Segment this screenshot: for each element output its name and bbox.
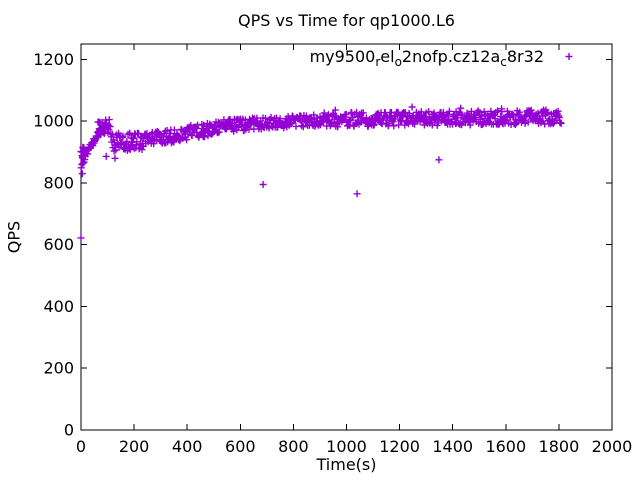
x-tick-label: 1600 bbox=[485, 437, 526, 456]
legend-label-subscript: r bbox=[375, 55, 381, 69]
legend-series-label: my9500relo2nofp.cz12ac8r32 bbox=[309, 47, 544, 69]
legend-label-subscript: c bbox=[500, 55, 507, 69]
x-tick-label: 1000 bbox=[326, 437, 367, 456]
y-tick-label: 800 bbox=[43, 173, 74, 192]
legend-label-text: my9500 bbox=[309, 47, 376, 66]
y-tick-label: 400 bbox=[43, 297, 74, 316]
y-tick-label: 1200 bbox=[33, 50, 74, 69]
scatter-points bbox=[77, 103, 565, 242]
x-tick-label: 800 bbox=[278, 437, 309, 456]
plot-border bbox=[80, 43, 613, 431]
legend-label-text: 2nofp.cz12a bbox=[401, 47, 501, 66]
y-axis-label: QPS bbox=[4, 220, 24, 254]
x-tick-label: 0 bbox=[76, 437, 86, 456]
x-tick-label: 200 bbox=[119, 437, 150, 456]
x-tick-label: 1400 bbox=[432, 437, 473, 456]
legend-label-text: 8r32 bbox=[506, 47, 544, 66]
axis-ticks bbox=[80, 44, 613, 431]
x-axis-label: Time(s) bbox=[316, 455, 377, 474]
x-tick-label: 2000 bbox=[592, 437, 633, 456]
x-tick-label: 1200 bbox=[379, 437, 420, 456]
x-tick-label: 400 bbox=[172, 437, 203, 456]
legend-label-subscript: o bbox=[394, 55, 402, 69]
x-tick-label: 600 bbox=[225, 437, 256, 456]
legend-marker bbox=[565, 53, 573, 60]
y-tick-label: 200 bbox=[43, 359, 74, 378]
legend-label-text: el bbox=[380, 47, 395, 66]
chart-title: QPS vs Time for qp1000.L6 bbox=[238, 11, 455, 30]
y-tick-label: 0 bbox=[64, 421, 74, 440]
x-tick-label: 1800 bbox=[539, 437, 580, 456]
y-tick-label: 600 bbox=[43, 235, 74, 254]
y-tick-label: 1000 bbox=[33, 112, 74, 131]
